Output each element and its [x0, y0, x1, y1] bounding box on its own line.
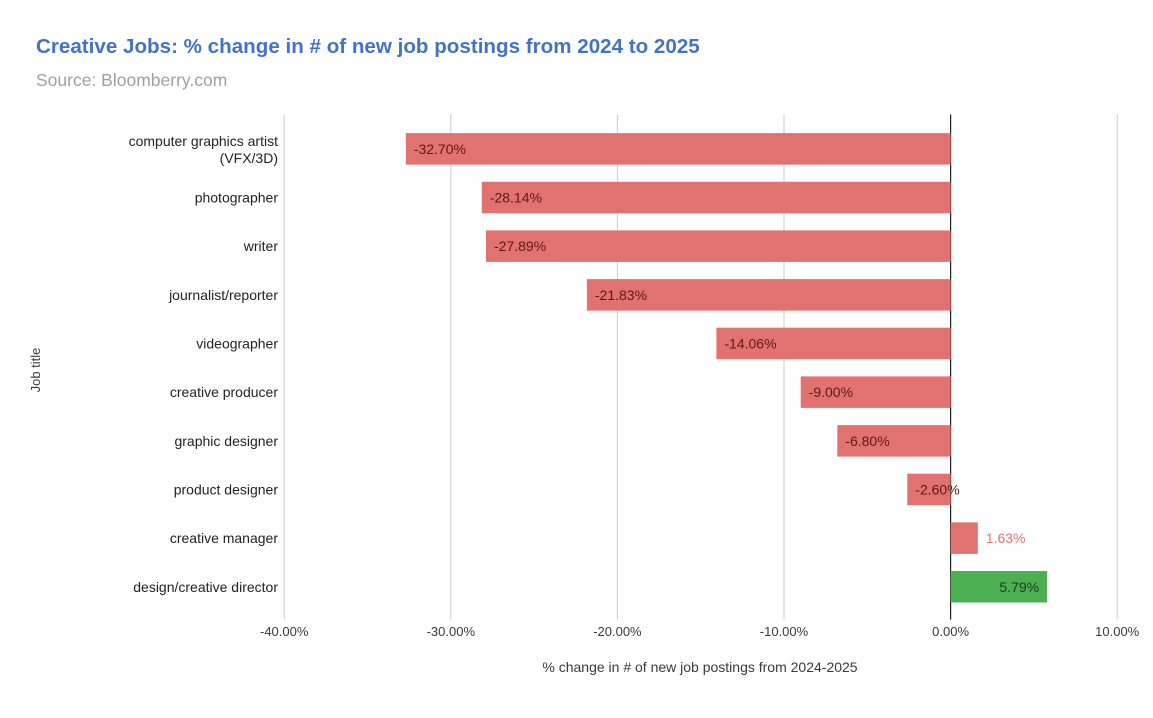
svg-text:-6.80%: -6.80%	[845, 433, 889, 449]
svg-text:Job title: Job title	[28, 348, 43, 393]
svg-text:-21.83%: -21.83%	[595, 287, 647, 303]
svg-text:-10.00%: -10.00%	[760, 624, 809, 639]
svg-text:writer: writer	[243, 238, 279, 254]
svg-text:design/creative director: design/creative director	[133, 579, 278, 595]
svg-text:journalist/reporter: journalist/reporter	[168, 287, 278, 303]
svg-text:5.79%: 5.79%	[999, 579, 1039, 595]
svg-text:-14.06%: -14.06%	[724, 336, 776, 352]
svg-text:creative manager: creative manager	[170, 530, 279, 546]
svg-text:computer graphics artist: computer graphics artist	[129, 133, 279, 149]
svg-text:10.00%: 10.00%	[1095, 624, 1140, 639]
svg-text:videographer: videographer	[196, 336, 278, 352]
svg-text:-28.14%: -28.14%	[490, 190, 542, 206]
svg-text:creative producer: creative producer	[170, 384, 279, 400]
svg-text:photographer: photographer	[195, 190, 279, 206]
svg-text:1.63%: 1.63%	[986, 530, 1026, 546]
svg-text:-32.70%: -32.70%	[414, 141, 466, 157]
svg-text:(VFX/3D): (VFX/3D)	[220, 150, 278, 166]
svg-text:product designer: product designer	[174, 482, 279, 498]
svg-text:0.00%: 0.00%	[932, 624, 969, 639]
svg-text:graphic designer: graphic designer	[174, 433, 278, 449]
svg-text:-27.89%: -27.89%	[494, 238, 546, 254]
svg-text:-20.00%: -20.00%	[593, 624, 642, 639]
svg-text:% change in # of new job posti: % change in # of new job postings from 2…	[542, 659, 857, 675]
svg-text:-40.00%: -40.00%	[260, 624, 309, 639]
svg-text:-30.00%: -30.00%	[427, 624, 476, 639]
svg-text:-2.60%: -2.60%	[915, 482, 959, 498]
svg-text:-9.00%: -9.00%	[809, 384, 853, 400]
